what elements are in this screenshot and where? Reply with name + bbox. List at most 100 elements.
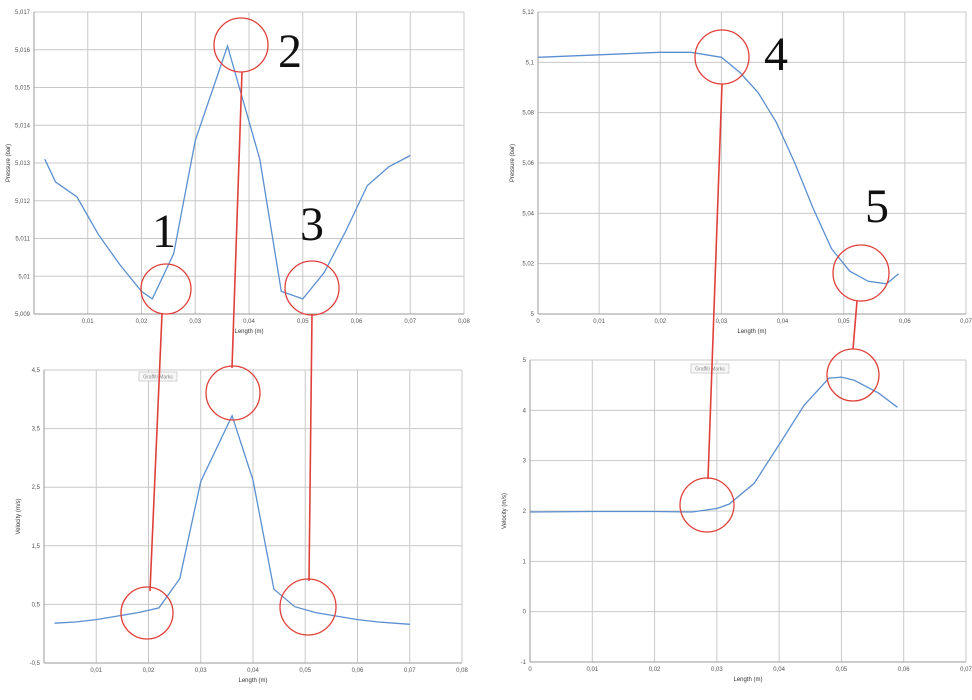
chart-br-y-axis-label: Velocity (m/s): [502, 493, 508, 529]
chart-bl-x-axis-label: Length (m): [238, 678, 267, 684]
chart-br-xtick-6: 0,06: [898, 667, 910, 673]
highlight-circle-5-top: [832, 244, 890, 302]
chart-tr-series-line: [537, 51, 900, 285]
connector-line-3: [308, 313, 313, 582]
chart-bl-y-axis-label: Velocity (m/s): [16, 498, 22, 534]
chart-tl-ytick-4: 5,013: [15, 161, 31, 167]
chart-tr-ytick-3: 5,06: [522, 161, 534, 167]
chart-br-xtick-3: 0,03: [711, 667, 723, 673]
chart-tr-xtick-0: 0: [536, 319, 540, 325]
chart-tl-ytick-2: 5,011: [15, 237, 30, 243]
annotation-number-4: 4: [764, 28, 788, 81]
highlight-circle-4-bottom: [679, 477, 735, 533]
annotation-number-2: 2: [278, 25, 302, 78]
chart-tl-xtick-2: 0,03: [189, 319, 201, 325]
velocity-chart-left: -0,5 0,5 1,5 2,5 3,5 4,5 0,01 0,02 0,03 0,04 0,05 0…: [16, 368, 468, 684]
connector-line-4: [707, 83, 723, 480]
chart-tl-x-axis-label: Length (m): [234, 329, 263, 335]
chart-bl-xtick-1: 0,02: [143, 668, 155, 674]
chart-tr-xtick-7: 0,07: [960, 319, 972, 325]
chart-bl-series-line: [54, 413, 410, 625]
graffiti-marker-right-label: Graffiti Marks: [695, 367, 725, 373]
highlight-circle-1-bottom: [120, 586, 174, 640]
chart-tl-xtick-6: 0,07: [404, 319, 416, 325]
chart-tl-xtick-7: 0,08: [458, 319, 470, 325]
chart-tl-xtick-4: 0,05: [297, 319, 309, 325]
chart-tl-xtick-1: 0,02: [136, 319, 148, 325]
connector-line-1: [149, 313, 163, 592]
chart-tr-xtick-2: 0,02: [654, 319, 666, 325]
annotation-number-3: 3: [300, 198, 324, 251]
graffiti-marker-right: Graffiti Marks: [690, 363, 730, 374]
connector-line-5: [852, 300, 858, 350]
chart-br-ytick-0: -1: [521, 660, 527, 666]
chart-tl-xtick-3: 0,04: [243, 319, 255, 325]
highlight-circle-1-top: [140, 263, 192, 315]
chart-bl-xtick-7: 0,08: [456, 668, 468, 674]
chart-br-xtick-0: 0: [528, 667, 532, 673]
pressure-chart-left: 5,009 5,01 5,011 5,012 5,013 5,014 5,015 5,016 5…: [6, 10, 470, 335]
chart-br-ytick-5: 4: [523, 408, 527, 414]
chart-tl-ytick-0: 5,009: [15, 312, 31, 318]
chart-tr-xtick-1: 0,01: [593, 319, 605, 325]
chart-br-xtick-2: 0,02: [649, 667, 661, 673]
chart-br-series-line: [529, 376, 898, 513]
annotation-number-1: 1: [152, 205, 176, 258]
chart-tr-ytick-4: 5,08: [522, 111, 534, 117]
chart-bl-ytick-0: -0,5: [30, 661, 41, 667]
chart-tl-ytick-8: 5,017: [15, 10, 31, 16]
chart-tl-ytick-6: 5,015: [15, 86, 31, 92]
chart-bl-xtick-6: 0,07: [404, 668, 416, 674]
annotation-number-5: 5: [865, 180, 889, 233]
graffiti-marker-left-label: Graffiti Marks: [143, 375, 173, 381]
chart-tr-x-axis-label: Length (m): [737, 329, 766, 335]
chart-bl-ytick-2: 1,5: [32, 544, 41, 550]
chart-bl-ytick-3: 2,5: [32, 485, 41, 491]
graffiti-marker-left: Graffiti Marks: [138, 371, 178, 382]
chart-tr-ytick-6: 5,12: [522, 10, 534, 16]
chart-br-ytick-6: 5: [523, 358, 527, 364]
chart-tr-ytick-5: 5,1: [526, 60, 535, 66]
chart-bl-xtick-2: 0,03: [195, 668, 207, 674]
highlight-circle-4-top: [694, 29, 750, 85]
chart-tl-xtick-5: 0,06: [351, 319, 363, 325]
chart-tr-xtick-6: 0,06: [899, 319, 911, 325]
chart-tl-ytick-7: 5,016: [15, 48, 31, 54]
highlight-circle-2-bottom: [205, 365, 261, 421]
chart-br-xtick-5: 0,05: [836, 667, 848, 673]
chart-bl-xtick-0: 0,01: [90, 668, 102, 674]
chart-br-xtick-1: 0,01: [586, 667, 598, 673]
chart-bl-xtick-3: 0,04: [247, 668, 259, 674]
chart-br-xtick-4: 0,04: [773, 667, 785, 673]
chart-tl-ytick-3: 5,012: [15, 199, 31, 205]
chart-bl-ytick-4: 3,5: [32, 427, 41, 433]
chart-bl-xtick-4: 0,05: [299, 668, 311, 674]
chart-br-ytick-1: 0: [523, 610, 527, 616]
chart-tl-series-line: [44, 43, 411, 300]
chart-tr-ytick-0: 5: [531, 312, 535, 318]
chart-bl-ytick-1: 0,5: [32, 602, 41, 608]
chart-bl-ytick-5: 4,5: [32, 368, 41, 374]
chart-tr-y-axis-label: Pressure (bar): [510, 144, 516, 182]
chart-tl-xtick-0: 0,01: [82, 319, 94, 325]
chart-br-ytick-3: 2: [523, 509, 527, 515]
chart-tl-y-axis-label: Pressure (bar): [6, 144, 12, 182]
chart-tl-ytick-1: 5,01: [18, 274, 30, 280]
chart-br-ytick-4: 3: [523, 459, 527, 465]
chart-tr-ytick-2: 5,04: [522, 211, 534, 217]
connector-line-2: [231, 71, 243, 369]
chart-tr-xtick-4: 0,04: [777, 319, 789, 325]
highlight-circle-5-bottom: [826, 348, 880, 402]
chart-tr-xtick-3: 0,03: [716, 319, 728, 325]
highlight-circle-2-top: [213, 17, 269, 73]
chart-tr-ytick-1: 5,02: [522, 262, 534, 268]
highlight-circle-3-top: [284, 260, 340, 316]
chart-br-xtick-7: 0,07: [960, 667, 972, 673]
pressure-chart-right: 5 5,02 5,04 5,06 5,08 5,1 5,12 0 0,01 0,02 0,03 0,0…: [510, 10, 972, 335]
chart-tl-ytick-5: 5,014: [15, 123, 31, 129]
highlight-circle-3-bottom: [279, 578, 337, 636]
chart-br-x-axis-label: Length (m): [733, 677, 762, 683]
chart-tr-xtick-5: 0,05: [838, 319, 850, 325]
